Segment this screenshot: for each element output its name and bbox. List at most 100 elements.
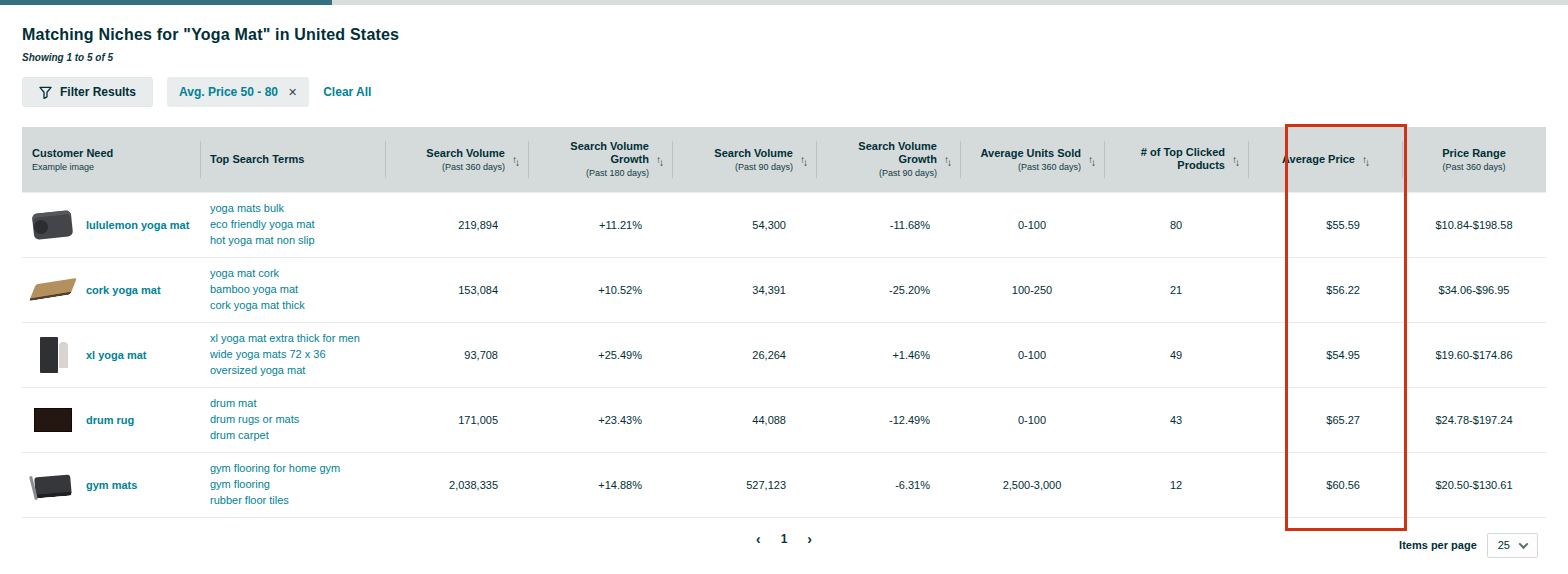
table-row: xl yoga mat xl yoga mat extra thick for …	[22, 322, 1546, 387]
niche-image	[32, 399, 74, 441]
page-title: Matching Niches for "Yoga Mat" in United…	[22, 26, 1546, 44]
search-volume-360-value: 153,084	[385, 257, 528, 322]
price-range-value: $34.06-$96.95	[1402, 257, 1546, 322]
average-price-value: $56.22	[1248, 257, 1402, 322]
niche-link[interactable]: xl yoga mat	[86, 349, 147, 361]
average-price-value: $60.56	[1248, 452, 1402, 517]
header-row: Customer NeedExample image Top Search Te…	[22, 127, 1546, 192]
average-price-value: $55.59	[1248, 192, 1402, 257]
price-range-value: $19.60-$174.86	[1402, 322, 1546, 387]
col-header-price-range: Price Range(Past 360 days)	[1402, 127, 1546, 192]
niches-table-container: Customer NeedExample image Top Search Te…	[22, 127, 1546, 518]
search-volume-growth-90-value: -25.20%	[816, 257, 960, 322]
col-header-top-clicked-products[interactable]: # of Top Clicked Products ↑↓	[1104, 127, 1248, 192]
search-volume-360-value: 171,005	[385, 387, 528, 452]
col-header-search-volume-growth-180[interactable]: Search Volume Growth(Past 180 days) ↑↓	[528, 127, 672, 192]
average-units-sold-value: 0-100	[960, 387, 1104, 452]
top-clicked-products-value: 80	[1104, 192, 1248, 257]
prev-page-button[interactable]: ‹	[756, 531, 761, 547]
niche-image	[32, 334, 74, 376]
matching-niches-panel: Matching Niches for "Yoga Mat" in United…	[0, 26, 1568, 563]
filter-results-button[interactable]: Filter Results	[22, 77, 153, 107]
sort-icon[interactable]: ↑↓	[1360, 154, 1368, 165]
top-clicked-products-value: 21	[1104, 257, 1248, 322]
col-header-search-volume-growth-90[interactable]: Search Volume Growth(Past 90 days) ↑↓	[816, 127, 960, 192]
price-range-value: $10.84-$198.58	[1402, 192, 1546, 257]
average-units-sold-value: 0-100	[960, 192, 1104, 257]
niche-link[interactable]: cork yoga mat	[86, 284, 161, 296]
top-progress-track	[0, 0, 1568, 5]
table-row: drum rug drum matdrum rugs or matsdrum c…	[22, 387, 1546, 452]
current-page[interactable]: 1	[781, 532, 788, 546]
price-range-value: $20.50-$130.61	[1402, 452, 1546, 517]
funnel-icon	[39, 86, 52, 99]
sort-icon[interactable]: ↑↓	[654, 154, 662, 165]
search-volume-growth-90-value: -12.49%	[816, 387, 960, 452]
items-per-page-select[interactable]: 25	[1487, 533, 1538, 558]
chip-close-icon[interactable]: ✕	[288, 86, 297, 99]
search-volume-360-value: 219,894	[385, 192, 528, 257]
top-clicked-products-value: 12	[1104, 452, 1248, 517]
niche-image	[32, 204, 74, 246]
col-header-customer-need: Customer NeedExample image	[22, 127, 200, 192]
search-term: wide yoga mats 72 x 36	[210, 347, 375, 362]
search-term: rubber floor tiles	[210, 493, 375, 508]
filter-chip-label: Avg. Price 50 - 80	[179, 85, 278, 99]
pagination: ‹ 1 ›	[22, 531, 1546, 547]
search-term: eco friendly yoga mat	[210, 217, 375, 232]
top-progress-indicator	[0, 0, 332, 5]
search-term: drum rugs or mats	[210, 412, 375, 427]
sort-icon[interactable]: ↑↓	[1086, 154, 1094, 165]
average-price-value: $65.27	[1248, 387, 1402, 452]
search-term: hot yoga mat non slip	[210, 233, 375, 248]
filter-chip-avg-price[interactable]: Avg. Price 50 - 80 ✕	[167, 77, 309, 107]
search-term: gym flooring	[210, 477, 375, 492]
sort-icon[interactable]: ↑↓	[798, 154, 806, 165]
table-row: cork yoga mat yoga mat corkbamboo yoga m…	[22, 257, 1546, 322]
col-header-search-volume-360[interactable]: Search Volume(Past 360 days) ↑↓	[385, 127, 528, 192]
price-range-value: $24.78-$197.24	[1402, 387, 1546, 452]
search-volume-90-value: 54,300	[672, 192, 816, 257]
col-header-average-units-sold[interactable]: Average Units Sold(Past 360 days) ↑↓	[960, 127, 1104, 192]
search-volume-growth-180-value: +25.49%	[528, 322, 672, 387]
sort-icon[interactable]: ↑↓	[942, 154, 950, 165]
filter-button-label: Filter Results	[60, 85, 136, 99]
search-volume-90-value: 34,391	[672, 257, 816, 322]
search-term: xl yoga mat extra thick for men	[210, 331, 375, 346]
niche-image	[32, 269, 74, 311]
col-header-average-price[interactable]: Average Price ↑↓	[1248, 127, 1402, 192]
sort-icon[interactable]: ↑↓	[1230, 154, 1238, 165]
average-units-sold-value: 0-100	[960, 322, 1104, 387]
col-header-search-volume-90[interactable]: Search Volume(Past 90 days) ↑↓	[672, 127, 816, 192]
filter-bar: Filter Results Avg. Price 50 - 80 ✕ Clea…	[22, 77, 1546, 107]
search-volume-growth-180-value: +23.43%	[528, 387, 672, 452]
search-volume-360-value: 93,708	[385, 322, 528, 387]
clear-all-link[interactable]: Clear All	[323, 85, 371, 99]
items-per-page-control: Items per page 25	[1399, 533, 1538, 558]
search-term: oversized yoga mat	[210, 363, 375, 378]
col-header-top-search-terms: Top Search Terms	[200, 127, 385, 192]
search-term: yoga mat cork	[210, 266, 375, 281]
next-page-button[interactable]: ›	[807, 531, 812, 547]
sort-icon[interactable]: ↑↓	[510, 154, 518, 165]
search-volume-growth-90-value: -11.68%	[816, 192, 960, 257]
average-units-sold-value: 100-250	[960, 257, 1104, 322]
results-count: Showing 1 to 5 of 5	[22, 52, 1546, 63]
average-price-value: $54.95	[1248, 322, 1402, 387]
niche-link[interactable]: lululemon yoga mat	[86, 219, 189, 231]
items-per-page-value: 25	[1498, 539, 1510, 551]
search-term: bamboo yoga mat	[210, 282, 375, 297]
search-term: drum carpet	[210, 428, 375, 443]
search-term: yoga mats bulk	[210, 201, 375, 216]
search-term: cork yoga mat thick	[210, 298, 375, 313]
search-volume-growth-180-value: +11.21%	[528, 192, 672, 257]
search-volume-growth-180-value: +10.52%	[528, 257, 672, 322]
top-clicked-products-value: 43	[1104, 387, 1248, 452]
search-term: gym flooring for home gym	[210, 461, 375, 476]
table-row: lululemon yoga mat yoga mats bulkeco fri…	[22, 192, 1546, 257]
niche-link[interactable]: gym mats	[86, 479, 137, 491]
search-volume-growth-180-value: +14.88%	[528, 452, 672, 517]
niches-table: Customer NeedExample image Top Search Te…	[22, 127, 1546, 518]
search-volume-90-value: 26,264	[672, 322, 816, 387]
niche-link[interactable]: drum rug	[86, 414, 134, 426]
